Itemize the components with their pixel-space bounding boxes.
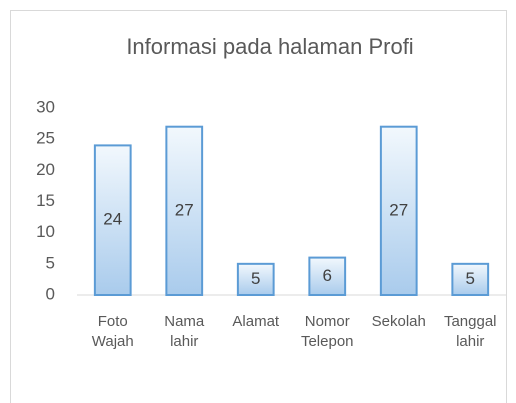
y-tick-label: 30 (36, 97, 55, 116)
bar (93, 144, 132, 296)
y-tick-label: 25 (36, 129, 55, 148)
value-label: 5 (251, 269, 260, 288)
x-tick-label: lahir (170, 333, 198, 350)
bar (451, 262, 490, 297)
value-label: 27 (175, 200, 194, 219)
value-label: 27 (389, 200, 408, 219)
bar (236, 262, 275, 297)
y-tick-label: 0 (46, 284, 55, 303)
x-tick-label: lahir (456, 333, 484, 350)
bar (379, 125, 418, 296)
x-tick-label: Nomor (305, 313, 350, 330)
x-tick-label: Sekolah (372, 313, 426, 330)
x-tick-label: Telepon (301, 333, 354, 350)
y-tick-label: 20 (36, 160, 55, 179)
x-tick-label: Tanggal (444, 313, 497, 330)
y-tick-label: 10 (36, 222, 55, 241)
bar (165, 125, 204, 296)
x-tick-label: Alamat (232, 313, 280, 330)
x-tick-label: Nama (164, 313, 205, 330)
value-label: 6 (323, 266, 332, 285)
chart-title: Informasi pada halaman Profi (126, 34, 413, 59)
y-tick-label: 15 (36, 191, 55, 210)
x-tick-label: Wajah (92, 333, 134, 350)
bar (308, 256, 347, 297)
chart-frame (10, 10, 507, 403)
y-tick-label: 5 (46, 253, 55, 272)
x-tick-label: Foto (98, 313, 128, 330)
value-label: 24 (103, 210, 122, 229)
value-label: 5 (466, 269, 475, 288)
